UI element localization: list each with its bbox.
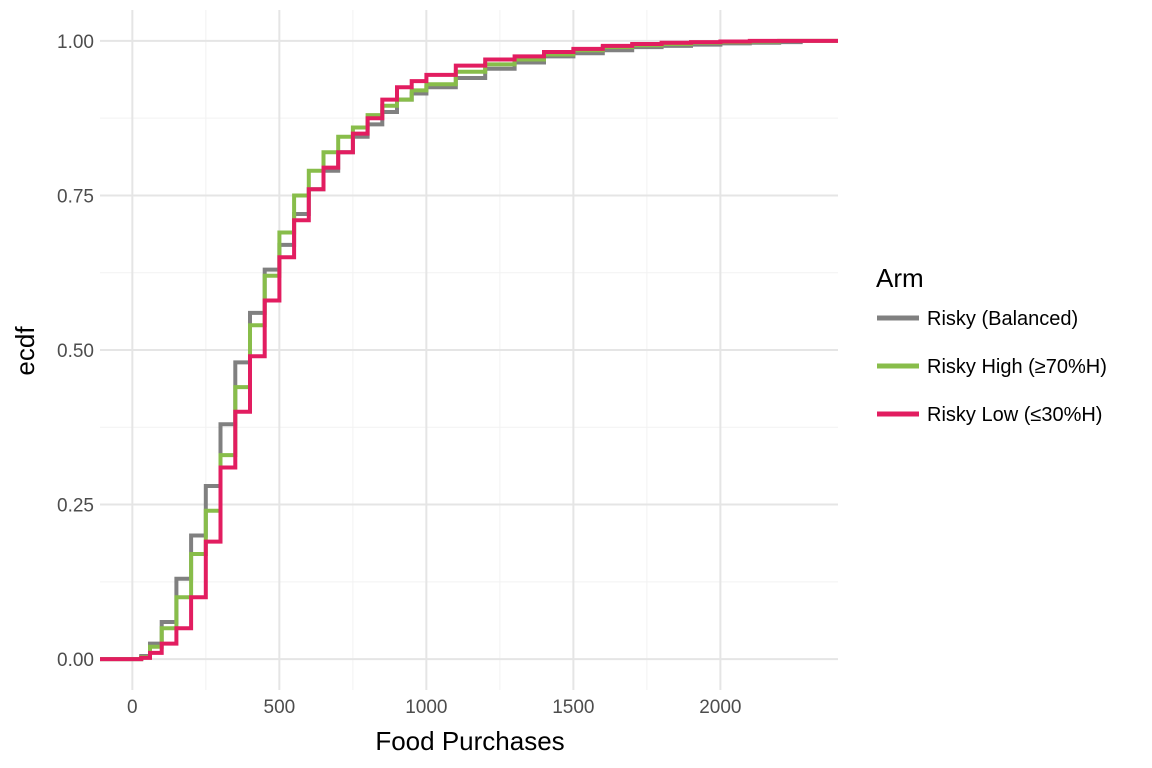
x-tick-label: 500	[264, 697, 296, 718]
series-line-2	[100, 38, 838, 662]
legend-title: Arm	[876, 263, 924, 293]
x-axis-tick-labels: 0 500 1000 1500 2000	[127, 697, 741, 718]
y-tick-label: 0.25	[57, 496, 94, 517]
x-axis-title: Food Purchases	[375, 726, 564, 756]
x-tick-label: 1500	[552, 697, 594, 718]
y-tick-label: 1.00	[57, 32, 94, 53]
legend-items: Risky (Balanced) Risky High (≥70%H) Risky …	[877, 308, 1107, 426]
x-tick-label: 2000	[699, 697, 741, 718]
y-tick-label: 0.75	[57, 186, 94, 207]
y-axis-title: ecdf	[10, 326, 40, 376]
series-lines	[100, 38, 838, 662]
legend-label-2: Risky Low (≤30%H)	[927, 404, 1102, 426]
major-gridlines	[100, 10, 838, 690]
legend: Arm Risky (Balanced)Risky High (≥70%H)Ri…	[876, 263, 1107, 426]
minor-gridlines	[100, 10, 838, 690]
legend-label-1: Risky High (≥70%H)	[927, 356, 1107, 378]
y-tick-label: 0.50	[57, 341, 94, 362]
legend-label-0: Risky (Balanced)	[927, 308, 1078, 330]
y-axis-tick-labels: 0.00 0.25 0.50 0.75 1.00	[57, 32, 94, 671]
x-tick-label: 1000	[405, 697, 447, 718]
x-tick-label: 0	[127, 697, 138, 718]
y-tick-label: 0.00	[57, 650, 94, 671]
